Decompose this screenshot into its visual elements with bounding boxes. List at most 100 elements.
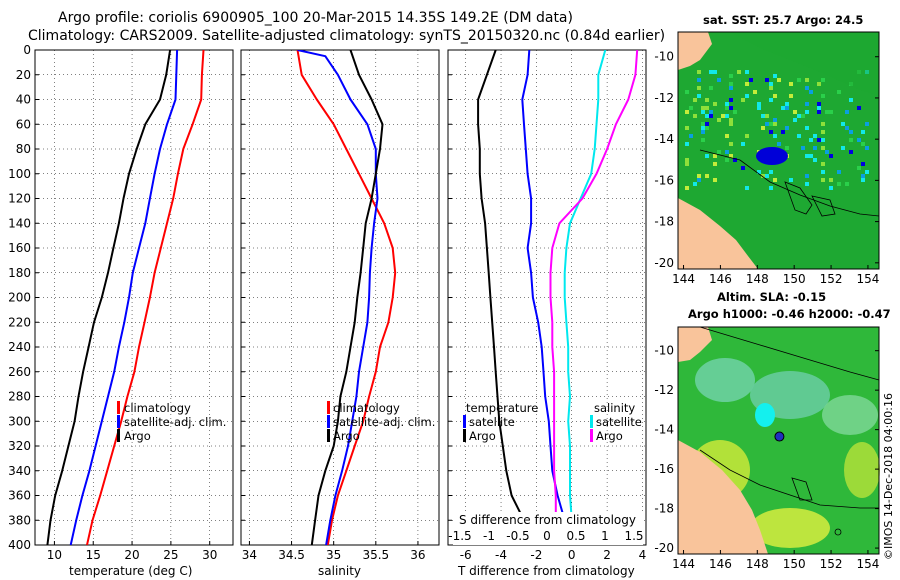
sst-pixel [765,122,769,126]
map-ytick-label: -18 [654,502,674,516]
sst-pixel [861,130,865,134]
sst-cool-core [756,147,788,165]
salinity-xlabel: salinity [318,564,361,578]
xtick-label: 2 [603,548,611,562]
sst-pixel [837,182,841,186]
sst-pixel [717,118,721,122]
sst-pixel [769,130,773,134]
sst-pixel [725,102,729,106]
sst-pixel [737,70,741,74]
sst-pixel [729,154,733,158]
sst-map-panel: sat. SST: 25.7 Argo: 24.5 144 146 148 150 15… [654,13,880,286]
sst-pixel [821,162,825,166]
sst-pixel [729,106,733,110]
legend-s-argo: Argo [596,429,623,443]
salinity-legend: climatology satellite-adj. clim. Argo [327,401,435,443]
sst-pixel [769,86,773,90]
sst-pixel [753,90,757,94]
legend-salinity-heading: salinity [594,401,635,415]
ytick-label: 40 [16,93,31,107]
s-axis-background [453,512,643,545]
legend-t-satellite: satellite [469,415,515,429]
sst-pixel [765,174,769,178]
s-difference-label: S difference from climatology [459,513,636,527]
map-xtick-label: 144 [672,272,695,286]
figure-title-line-2: Climatology: CARS2009. Satellite-adjuste… [28,28,666,44]
sst-pixel [745,134,749,138]
sst-pixel [725,114,729,118]
series-line-climatology [296,50,397,545]
sst-pixel [713,154,717,158]
ytick-label: 340 [8,464,31,478]
land-australia [678,198,758,269]
sst-pixel [741,166,745,170]
legend-argo: Argo [124,429,151,443]
sst-pixel [717,78,721,82]
sst-pixel [705,114,709,118]
sst-pixel [693,182,697,186]
sst-pixel [817,110,821,114]
legend-swatch-t-satellite [463,415,466,428]
map-ytick-label: -14 [654,132,674,146]
series-line-satellite-adj-clim- [69,50,179,545]
ytick-label: 20 [16,68,31,82]
xtick-label: 15 [86,548,101,562]
sst-pixel [861,162,865,166]
sst-pixel [773,122,777,126]
sla-map-title-line-2: Argo h1000: -0.46 h2000: -0.47 [688,307,891,321]
sla-map-panel: Altim. SLA: -0.15 Argo h1000: -0.46 h200… [654,290,890,571]
sst-shelf-shade [678,32,879,96]
sst-pixel [849,150,853,154]
ytick-label: 120 [8,192,31,206]
ytick-label: 280 [8,390,31,404]
series-line-t-satellite [521,50,571,545]
sst-pixel [805,154,809,158]
ytick-label: 260 [8,365,31,379]
sst-pixel [849,98,853,102]
sst-pixel [797,78,801,82]
series-line-s-argo [549,50,639,545]
series-line-climatology [86,50,205,545]
legend-satellite-adj: satellite-adj. clim. [333,415,435,429]
sst-pixel [793,110,797,114]
sst-pixel [809,154,813,158]
top-xtick-label: -1.5 [448,529,471,543]
sst-pixel [749,78,753,82]
sst-pixel [761,126,765,130]
sst-pixel [805,182,809,186]
sst-pixel [773,94,777,98]
legend-swatch-s-satellite [590,415,593,428]
map-xtick-label: 146 [709,272,732,286]
sst-pixel [745,70,749,74]
sst-pixel [697,78,701,82]
legend-swatch-s-argo [590,429,593,442]
sst-pixel [729,86,733,90]
ytick-label: 60 [16,117,31,131]
figure-title-line-1: Argo profile: coriolis 6900905_100 20-Ma… [58,10,573,26]
sst-pixel [697,178,701,182]
top-xtick-label: 1.5 [624,529,643,543]
sst-pixel [797,134,801,138]
series-line-argo [310,50,384,545]
sst-pixel [821,146,825,150]
legend-t-argo: Argo [469,429,496,443]
sst-pixel [697,94,701,98]
sst-pixel [725,158,729,162]
series-line-argo [46,50,172,545]
xtick-label: 25 [163,548,178,562]
sla-map-title-line-1: Altim. SLA: -0.15 [717,290,826,304]
sst-pixel [821,178,825,182]
sst-pixel [685,162,689,166]
temperature-xlabel: temperature (deg C) [69,564,192,578]
sst-pixel [769,170,773,174]
sst-pixel [801,146,805,150]
sst-pixel [813,134,817,138]
sst-pixel [725,150,729,154]
legend-argo: Argo [333,429,360,443]
sst-pixel [813,146,817,150]
legend-swatch-climatology [117,401,120,414]
map-ytick-label: -16 [654,173,674,187]
difference-panel: -6 -4 -2 0 2 4 S difference from climatology … [447,49,647,578]
sst-pixel [701,126,705,130]
sst-pixel [837,90,841,94]
